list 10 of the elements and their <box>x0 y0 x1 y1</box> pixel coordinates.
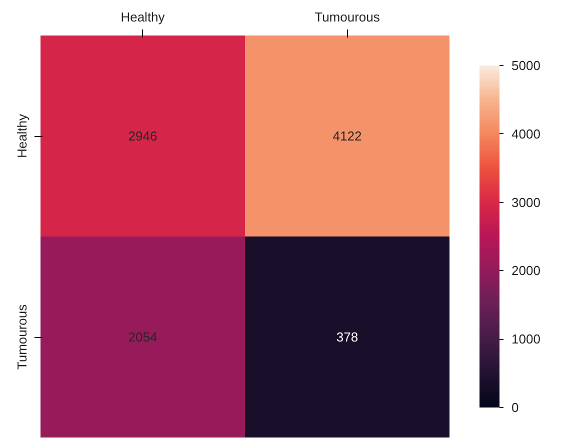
color-bar-label: 5000 <box>512 58 540 73</box>
data-label: 2946 <box>128 128 158 144</box>
data-label: 4122 <box>332 128 362 144</box>
data-label: 2054 <box>128 330 158 344</box>
color-bar-label: 2000 <box>512 263 540 278</box>
data-label: 378 <box>336 330 358 344</box>
color-bar-label: 0 <box>512 400 519 415</box>
color-bar-label: 1000 <box>512 332 540 347</box>
color-bar-label: 4000 <box>512 126 540 142</box>
color-bar-label: 3000 <box>512 194 540 210</box>
